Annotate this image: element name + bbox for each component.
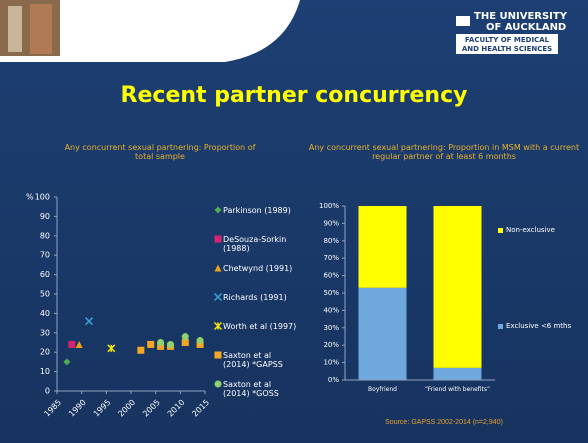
photo-figure — [30, 4, 52, 54]
logo-text: OF AUCKLAND — [486, 22, 566, 33]
y-tick-label: 30 — [40, 328, 50, 337]
legend-label: Saxton et al (2014) *GAPSS — [223, 351, 283, 369]
header-band — [0, 0, 300, 62]
marker — [68, 340, 76, 348]
y-tick-label: 10 — [40, 367, 50, 376]
y-tick-label: 90% — [323, 219, 339, 227]
bar-segment — [433, 206, 482, 368]
bar-segment — [433, 367, 482, 380]
x-tick-label: 2015 — [190, 398, 211, 419]
logo-crest — [456, 16, 470, 26]
x-tick-label: 2005 — [141, 398, 162, 419]
x-tick-label: 2000 — [116, 398, 137, 419]
y-tick-label: 0 — [45, 387, 50, 396]
marker — [137, 346, 145, 354]
marker — [107, 344, 116, 353]
marker — [214, 264, 222, 272]
chart-title: Any concurrent sexual partnering: Propor… — [64, 143, 256, 161]
marker — [147, 340, 155, 348]
slide-title: Recent partner concurrency — [121, 83, 468, 108]
y-tick-label: 80% — [323, 237, 339, 245]
bar-segment — [358, 287, 407, 380]
x-tick-label: 1990 — [67, 398, 88, 419]
y-tick-label: 50% — [323, 289, 339, 297]
marker — [85, 317, 94, 326]
legend-label: Parkinson (1989) — [223, 206, 291, 215]
faculty-text: AND HEALTH SCIENCES — [462, 45, 552, 53]
legend-label: Exclusive <6 mths — [506, 322, 572, 330]
faculty-box — [456, 34, 558, 54]
y-tick-label: 70% — [323, 254, 339, 262]
marker — [181, 333, 189, 341]
y-tick-label: 20 — [40, 348, 50, 357]
x-tick-label: 1995 — [92, 398, 113, 419]
y-tick-label: 50 — [40, 290, 50, 299]
y-tick-label: 80 — [40, 231, 50, 240]
y-tick-label: 90 — [40, 212, 50, 221]
y-tick-label: 30% — [323, 324, 339, 332]
y-axis-label: % — [26, 193, 34, 202]
y-tick-label: 20% — [323, 341, 339, 349]
x-tick-label: “Friend with benefits” — [424, 386, 491, 393]
x-tick-label: 2010 — [166, 398, 187, 419]
y-tick-label: 100 — [35, 193, 50, 202]
faculty-text: FACULTY OF MEDICAL — [465, 36, 550, 44]
x-tick-label: Boyfriend — [368, 386, 397, 393]
legend-label: Saxton et al (2014) *GOSS — [223, 380, 279, 398]
y-tick-label: 10% — [323, 359, 339, 367]
marker — [213, 292, 223, 302]
legend-label: Chetwynd (1991) — [223, 264, 293, 273]
marker — [214, 351, 222, 359]
legend-label: Richards (1991) — [223, 293, 287, 302]
marker — [63, 358, 71, 366]
logo-text: THE UNIVERSITY — [474, 11, 568, 22]
legend-label: Worth et al (1997) — [223, 322, 297, 331]
y-tick-label: 60% — [323, 272, 339, 280]
y-tick-label: 60 — [40, 270, 50, 279]
chart-title: Any concurrent sexual partnering: Propor… — [308, 143, 580, 161]
marker — [196, 340, 204, 348]
legend-swatch — [498, 228, 503, 233]
x-tick-label: 1985 — [42, 398, 63, 419]
legend-label: Non-exclusive — [506, 226, 555, 234]
marker — [75, 340, 83, 348]
y-tick-label: 70 — [40, 251, 50, 260]
y-tick-label: 0% — [328, 376, 339, 384]
legend-label: DeSouza-Sorkin (1988) — [223, 235, 287, 253]
marker — [157, 339, 165, 346]
legend-swatch — [498, 324, 503, 329]
source-note: Source: GAPSS 2002-2014 (n=2,940) — [385, 419, 503, 426]
marker — [213, 321, 223, 331]
marker — [157, 342, 165, 350]
bar-segment — [358, 206, 407, 288]
marker — [214, 235, 222, 243]
y-tick-label: 40 — [40, 309, 50, 318]
photo-figure — [8, 6, 22, 52]
marker — [196, 337, 204, 345]
marker — [166, 340, 174, 348]
y-tick-label: 40% — [323, 306, 339, 314]
marker — [214, 380, 222, 388]
marker — [214, 206, 222, 214]
marker — [181, 339, 189, 346]
y-tick-label: 100% — [319, 202, 339, 210]
